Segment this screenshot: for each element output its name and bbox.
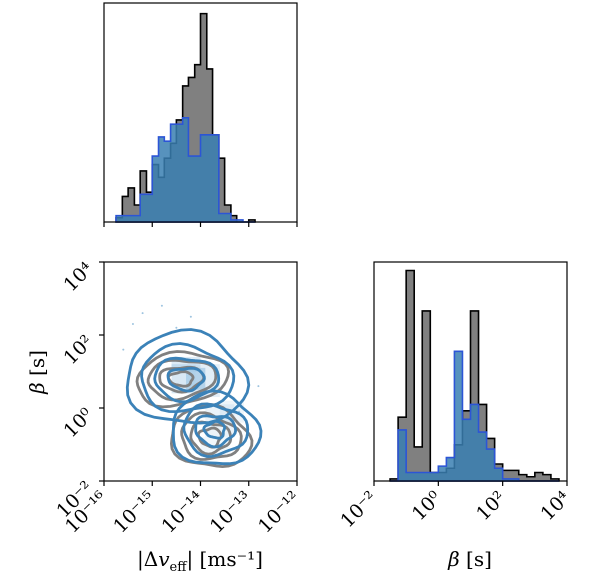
contour-blue-5 (182, 402, 250, 458)
contour-gray-0 (135, 350, 231, 409)
axis-titles: |Δveff| [ms⁻¹] β [s] β [s] (25, 350, 492, 575)
yticklabel-beta-3: 10⁴ (59, 258, 97, 296)
xticklabel-velocity-4: 10⁻¹² (254, 487, 305, 538)
contour-blue-7 (202, 419, 227, 440)
yticklabel-beta-1: 10⁰ (59, 404, 97, 442)
hist-blue-velocity (115, 117, 256, 223)
outlier-point-5 (257, 385, 260, 388)
xticklabel-velocity-3: 10⁻¹³ (206, 487, 257, 538)
ylabel-beta: β [s] (25, 350, 49, 395)
hist-gray-beta (389, 269, 560, 482)
xticklabel-beta-2: 10² (472, 487, 510, 525)
contour-blue-3 (166, 366, 206, 393)
outlier-point-1 (160, 304, 163, 307)
contour-gray-6 (189, 420, 233, 456)
axes-frames (103, 2, 568, 482)
xlabel-beta: β [s] (447, 547, 492, 571)
contour-blue-1 (140, 342, 236, 414)
outlier-point-7 (189, 315, 192, 318)
axis-ticks (99, 222, 568, 486)
xticklabel-velocity-1: 10⁻¹⁵ (109, 487, 160, 538)
xticklabel-beta-0: 10⁻² (336, 487, 381, 532)
contour-gray-5 (180, 411, 243, 461)
xticklabel-beta-1: 10⁰ (408, 487, 446, 525)
yticklabel-beta-2: 10² (59, 331, 97, 369)
xticklabel-velocity-2: 10⁻¹⁴ (158, 487, 209, 538)
outlier-point-3 (175, 326, 178, 329)
xticklabel-beta-3: 10⁴ (536, 487, 574, 525)
xlabel-velocity: |Δveff| [ms⁻¹] (137, 547, 263, 575)
outlier-point-0 (141, 312, 144, 315)
blue-series (115, 117, 559, 482)
frame-bottom-right (373, 261, 568, 482)
contour-blue-4 (172, 389, 263, 466)
outlier-point-2 (122, 348, 125, 351)
tick-labels: 10⁻¹⁶10⁻¹⁵10⁻¹⁴10⁻¹³10⁻¹²10⁻²10⁰10²10⁴10… (52, 258, 574, 538)
contour-blue-6 (194, 414, 238, 449)
outlier-point-6 (131, 323, 134, 326)
